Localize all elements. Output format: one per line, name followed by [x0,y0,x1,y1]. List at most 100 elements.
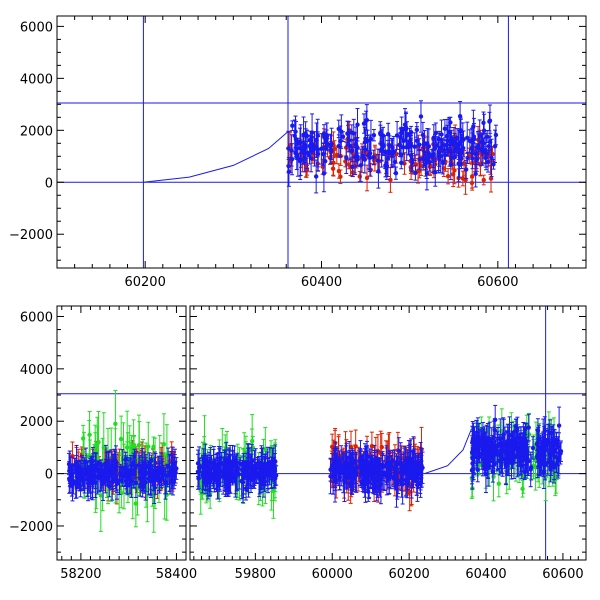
data-point [418,114,424,119]
y-tick-label: 6000 [20,20,53,35]
data-point [113,421,118,427]
data-point [399,160,404,166]
data-point [473,171,478,177]
data-point [290,123,295,128]
data-point [143,463,148,468]
x-tick-label: 58200 [60,567,101,582]
data-point [388,177,393,183]
data-point [444,133,450,139]
data-point [353,444,358,449]
data-point [319,146,324,152]
data-point [122,466,128,471]
data-point [113,458,118,463]
data-point [312,146,317,152]
bottom-light-curve-panel: −2000 0 2000 4000 6000 58200 58400 59800 60000 60… [9,305,587,582]
data-point [353,142,359,147]
data-point [133,480,139,486]
data-point [86,476,91,482]
data-point [348,444,354,450]
bottom-subpanel-1: −2000 0 2000 4000 6000 58200 58400 [9,305,197,582]
data-point [363,136,368,141]
data-point [323,158,328,164]
data-point [380,142,385,148]
data-point [313,174,319,179]
data-point [392,159,398,165]
data-point [369,443,375,449]
data-point [307,144,313,149]
data-point [108,472,114,477]
data-point [493,132,499,138]
data-point [368,136,374,142]
data-point [429,153,435,159]
data-point [139,470,144,475]
data-point [131,472,137,477]
data-point [303,143,308,148]
data-point [146,444,151,449]
data-point [469,180,475,186]
data-point [417,142,422,147]
data-point [340,134,346,139]
data-point [465,135,470,140]
data-point [431,135,437,140]
data-point [255,464,260,470]
data-point [77,476,83,481]
data-point [485,159,491,165]
data-point [133,501,139,506]
data-point [433,169,438,175]
data-point [349,148,355,153]
data-point [404,132,410,138]
data-point [360,153,365,159]
data-point [451,138,457,144]
data-point [97,469,102,474]
data-point [445,174,451,179]
data-point [297,158,303,164]
data-point [464,167,469,172]
data-point [399,127,404,132]
data-point [474,157,480,162]
data-point [328,144,333,149]
data-point [442,152,448,158]
data-point [136,463,142,468]
data-point [173,470,178,475]
data-point [424,158,430,163]
data-point [385,131,391,137]
data-point [262,461,268,467]
data-point [232,457,237,462]
data-point [355,157,360,162]
data-point [132,454,137,459]
data-point [362,157,368,162]
data-point [350,164,355,169]
y-tick-label: 2000 [20,415,53,430]
data-point [426,151,431,157]
data-point [174,466,179,471]
data-point [448,162,453,168]
data-point [351,131,356,136]
data-point [110,466,116,471]
y-tick-label: 0 [45,176,53,191]
data-point [371,133,377,138]
data-point [442,126,448,131]
data-point [286,146,291,151]
data-point [421,142,426,147]
data-point [76,471,81,477]
x-tick-label: 60400 [301,275,342,290]
data-point [286,169,292,175]
x-tick-label: 60600 [477,275,518,290]
y-tick-label: 4000 [20,363,53,378]
data-point [383,163,388,168]
data-point [168,473,174,478]
data-point [439,132,444,137]
data-point [481,128,487,133]
data-point [324,134,329,139]
data-point [379,444,384,450]
data-point [408,137,413,143]
data-point [151,444,156,450]
data-point [93,464,98,470]
data-point [398,152,404,157]
x-tick-label: 60200 [124,275,165,290]
data-point [301,132,306,138]
data-point [315,133,320,138]
data-point [147,462,152,468]
data-point [289,148,294,153]
data-point [488,176,494,181]
